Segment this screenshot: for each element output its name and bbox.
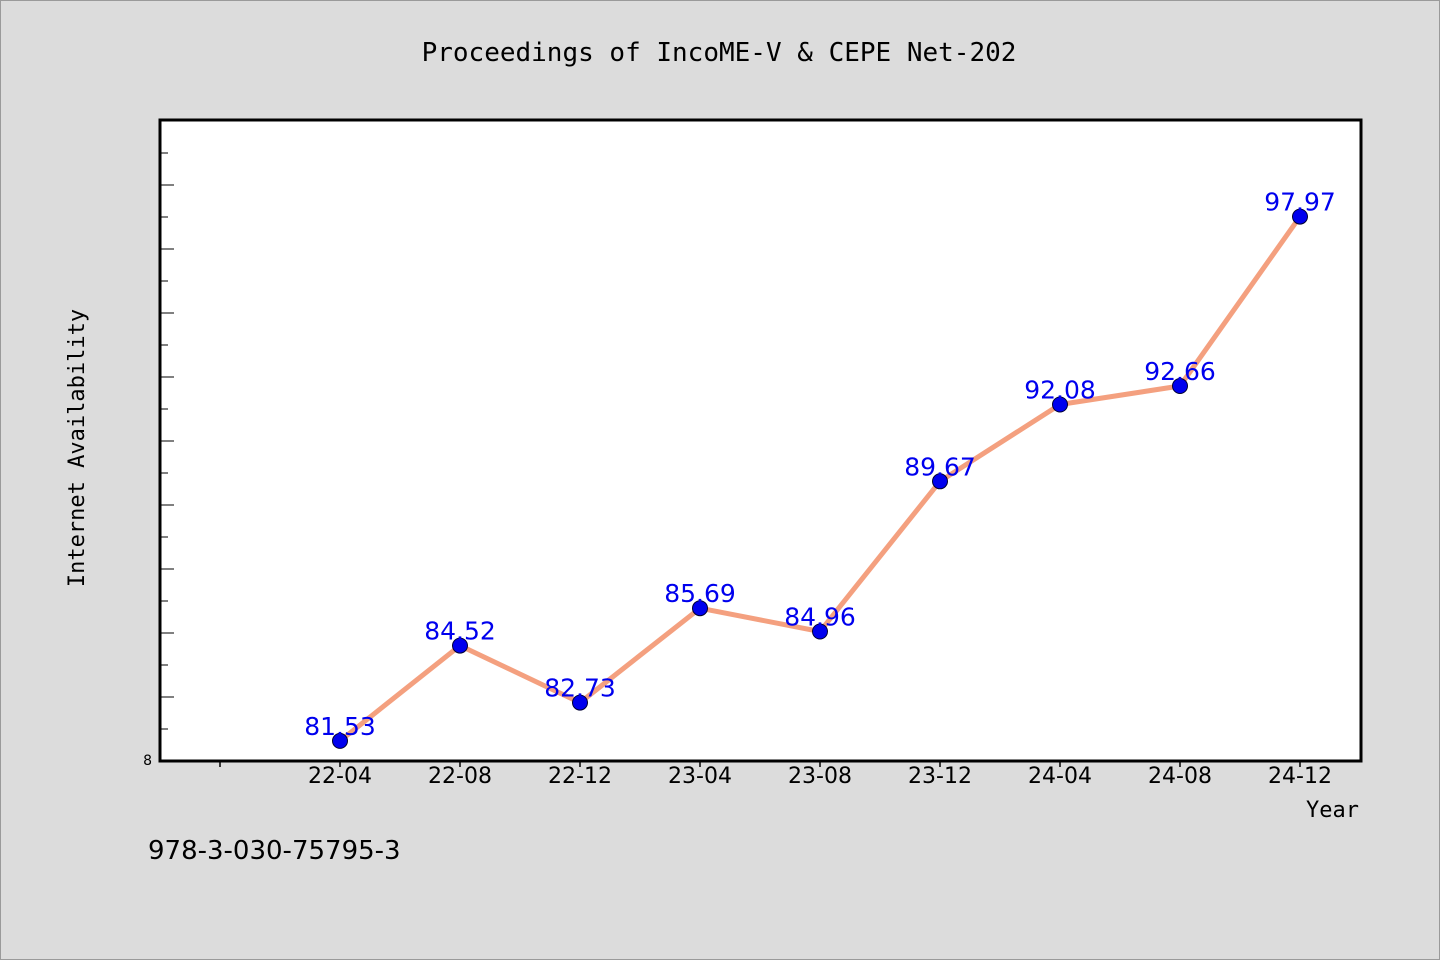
y-tick-label: 8: [143, 753, 152, 769]
data-label: 84.52: [424, 617, 496, 646]
data-point: [812, 623, 828, 640]
data-labels: 81.53 84.52 82.73 85.69 84.96 89.67 92.08 92.66…: [304, 188, 1336, 741]
x-tick-label: 24-12: [1268, 764, 1332, 789]
y-axis-ticks: [160, 152, 174, 730]
data-label: 92.66: [1144, 357, 1216, 386]
x-axis-ticks: [219, 761, 1301, 767]
data-point: [692, 600, 708, 617]
x-tick-label: 22-04: [308, 764, 372, 789]
data-point: [1052, 396, 1068, 413]
data-label: 84.96: [784, 603, 856, 632]
data-label: 97.97: [1264, 188, 1336, 217]
x-tick-label: 24-08: [1148, 764, 1212, 789]
data-markers: [332, 208, 1308, 749]
y-axis-title: Internet Availability: [65, 309, 90, 587]
plot-area: [158, 118, 1363, 763]
data-point: [1172, 378, 1188, 394]
data-label: 92.08: [1024, 376, 1096, 405]
x-tick-label: 23-04: [668, 764, 732, 789]
x-axis-tick-labels: 22-04 22-08 22-12 23-04 23-08 23-12 24-04 24-08…: [308, 764, 1332, 789]
data-point: [572, 694, 588, 711]
data-label: 85.69: [664, 579, 736, 608]
chart-title: Proceedings of IncoME-V & CEPE Net-202: [422, 38, 1017, 68]
data-label: 82.73: [544, 674, 616, 703]
x-tick-label: 22-12: [548, 764, 612, 789]
x-tick-label: 23-12: [908, 764, 972, 789]
data-point: [1292, 208, 1308, 225]
data-label: 81.53: [304, 712, 376, 741]
x-tick-label: 24-04: [1028, 764, 1092, 789]
isbn-footer: 978-3-030-75795-3: [148, 836, 401, 866]
data-label: 89.67: [904, 452, 976, 481]
data-point: [332, 732, 348, 749]
data-point: [932, 473, 948, 490]
x-tick-label: 23-08: [788, 764, 852, 789]
x-tick-label: 22-08: [428, 764, 492, 789]
x-axis-title: Year: [1306, 798, 1359, 823]
data-point: [452, 637, 468, 654]
